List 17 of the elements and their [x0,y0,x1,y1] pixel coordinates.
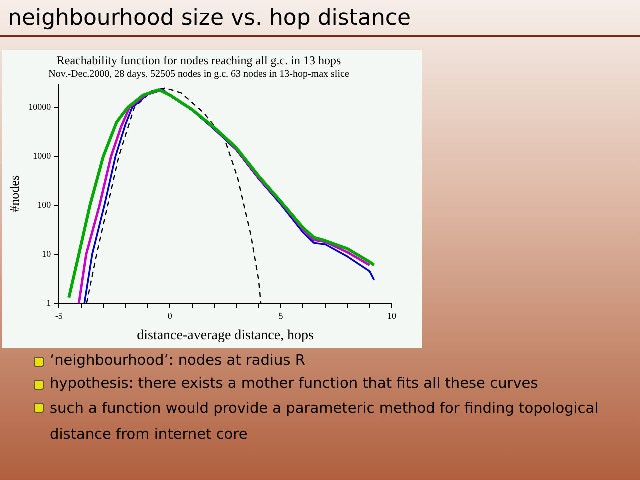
y-tick-label: 100 [38,200,52,210]
text: hypothesis: there exists a mother function that fits all these curves [50,375,540,394]
x-tick-label: -5 [55,311,64,322]
x-tick-label: 0 [168,311,173,322]
text: Nov.-Dec.2000, 28 days. 52505 nodes in g.c. 63 nodes in 13-hop-max slice [48,69,350,80]
text: such a function would provide a parameteric method for finding topological distance from internet core [50,400,600,445]
x-tick-label: 5 [278,311,284,322]
chart-title: neighbourhood size vs. hop distance [8,6,412,31]
x-axis-title: distance-average distance, hops [137,328,314,344]
y-tick-label: 10000 [28,102,52,112]
y-tick-label: 10 [42,248,52,259]
y-tick-label: 1 [46,298,52,308]
y-axis-title: #nodes [7,175,22,212]
y-tick-label: 1000 [33,151,52,162]
chart-subtitle: Reachability function for nodes reaching all g.c. in 13 hops [56,53,342,68]
text: ‘neighbourhood’: nodes at radius R [50,352,306,371]
x-tick-label: 10 [388,311,397,322]
